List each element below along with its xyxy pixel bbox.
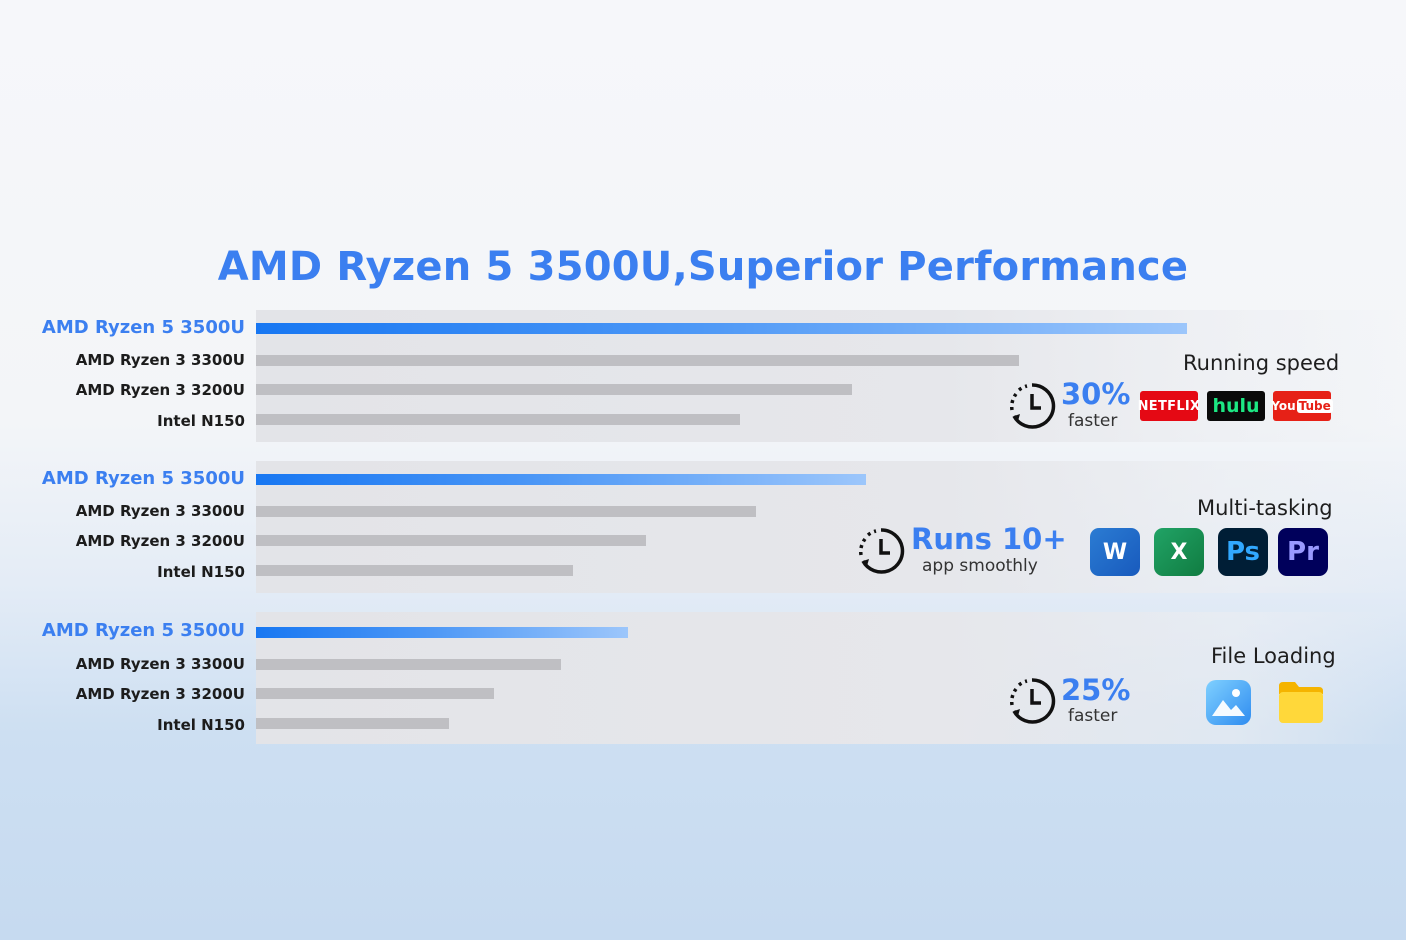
tick-label: AMD Ryzen 3 3300U: [75, 655, 245, 673]
excel-icon: X: [1154, 528, 1204, 576]
netflix-logo: NETFLIX: [1137, 391, 1201, 421]
clock-icon: [1009, 383, 1056, 429]
clock-icon: [858, 528, 905, 574]
bar: [256, 627, 628, 638]
tick-label: AMD Ryzen 5 3500U: [41, 317, 245, 338]
callout-value: Runs 10+: [911, 522, 1067, 556]
netflix-logo-text: NETFLIX: [1137, 398, 1201, 414]
youtube-logo-tube: Tube: [1296, 399, 1333, 413]
callout-text: app smoothly: [922, 556, 1038, 576]
tick-label: Intel N150: [157, 412, 245, 430]
bar: [256, 506, 756, 517]
folder-icon: [1279, 682, 1323, 723]
tick-label: AMD Ryzen 3 3300U: [75, 351, 245, 369]
tick-label: AMD Ryzen 5 3500U: [41, 620, 245, 641]
youtube-logo: You Tube: [1271, 391, 1333, 421]
bar: [256, 718, 449, 729]
callout-text: faster: [1068, 411, 1118, 431]
tick-label: AMD Ryzen 3 3200U: [75, 685, 245, 703]
tick-label: AMD Ryzen 3 3200U: [75, 381, 245, 399]
tick-label: AMD Ryzen 3 3300U: [75, 502, 245, 520]
word-icon-letter: W: [1102, 539, 1128, 565]
page-title: AMD Ryzen 5 3500U,Superior Performance: [217, 244, 1189, 290]
hulu-logo-text: hulu: [1212, 395, 1260, 417]
tick-label: AMD Ryzen 3 3200U: [75, 532, 245, 550]
tick-label: Intel N150: [157, 716, 245, 734]
bar: [256, 565, 573, 576]
category-title-multitasking: Multi-tasking: [1197, 496, 1333, 520]
bar: [256, 535, 646, 546]
excel-icon-letter: X: [1170, 539, 1188, 565]
bar: [256, 323, 1187, 334]
bar: [256, 474, 866, 485]
tick-label: Intel N150: [157, 563, 245, 581]
photoshop-icon-letters: Ps: [1225, 537, 1261, 567]
category-title-running-speed: Running speed: [1183, 351, 1340, 375]
premiere-icon: Pr: [1278, 528, 1328, 576]
hulu-logo: hulu: [1207, 391, 1265, 421]
bar: [256, 659, 561, 670]
bar: [256, 414, 740, 425]
category-title-file-loading: File Loading: [1211, 644, 1336, 668]
tick-label: AMD Ryzen 5 3500U: [41, 468, 245, 489]
photoshop-icon: Ps: [1218, 528, 1268, 576]
bar: [256, 688, 494, 699]
premiere-icon-letters: Pr: [1287, 537, 1319, 567]
bar: [256, 355, 1019, 366]
photos-icon: [1206, 680, 1251, 725]
word-icon: W: [1090, 528, 1140, 576]
clock-icon: [1009, 678, 1056, 724]
youtube-logo-you: You: [1271, 399, 1296, 413]
callout-text: faster: [1068, 706, 1118, 726]
callout-value: 25%: [1061, 673, 1131, 707]
bar: [256, 384, 852, 395]
callout-value: 30%: [1061, 377, 1131, 411]
